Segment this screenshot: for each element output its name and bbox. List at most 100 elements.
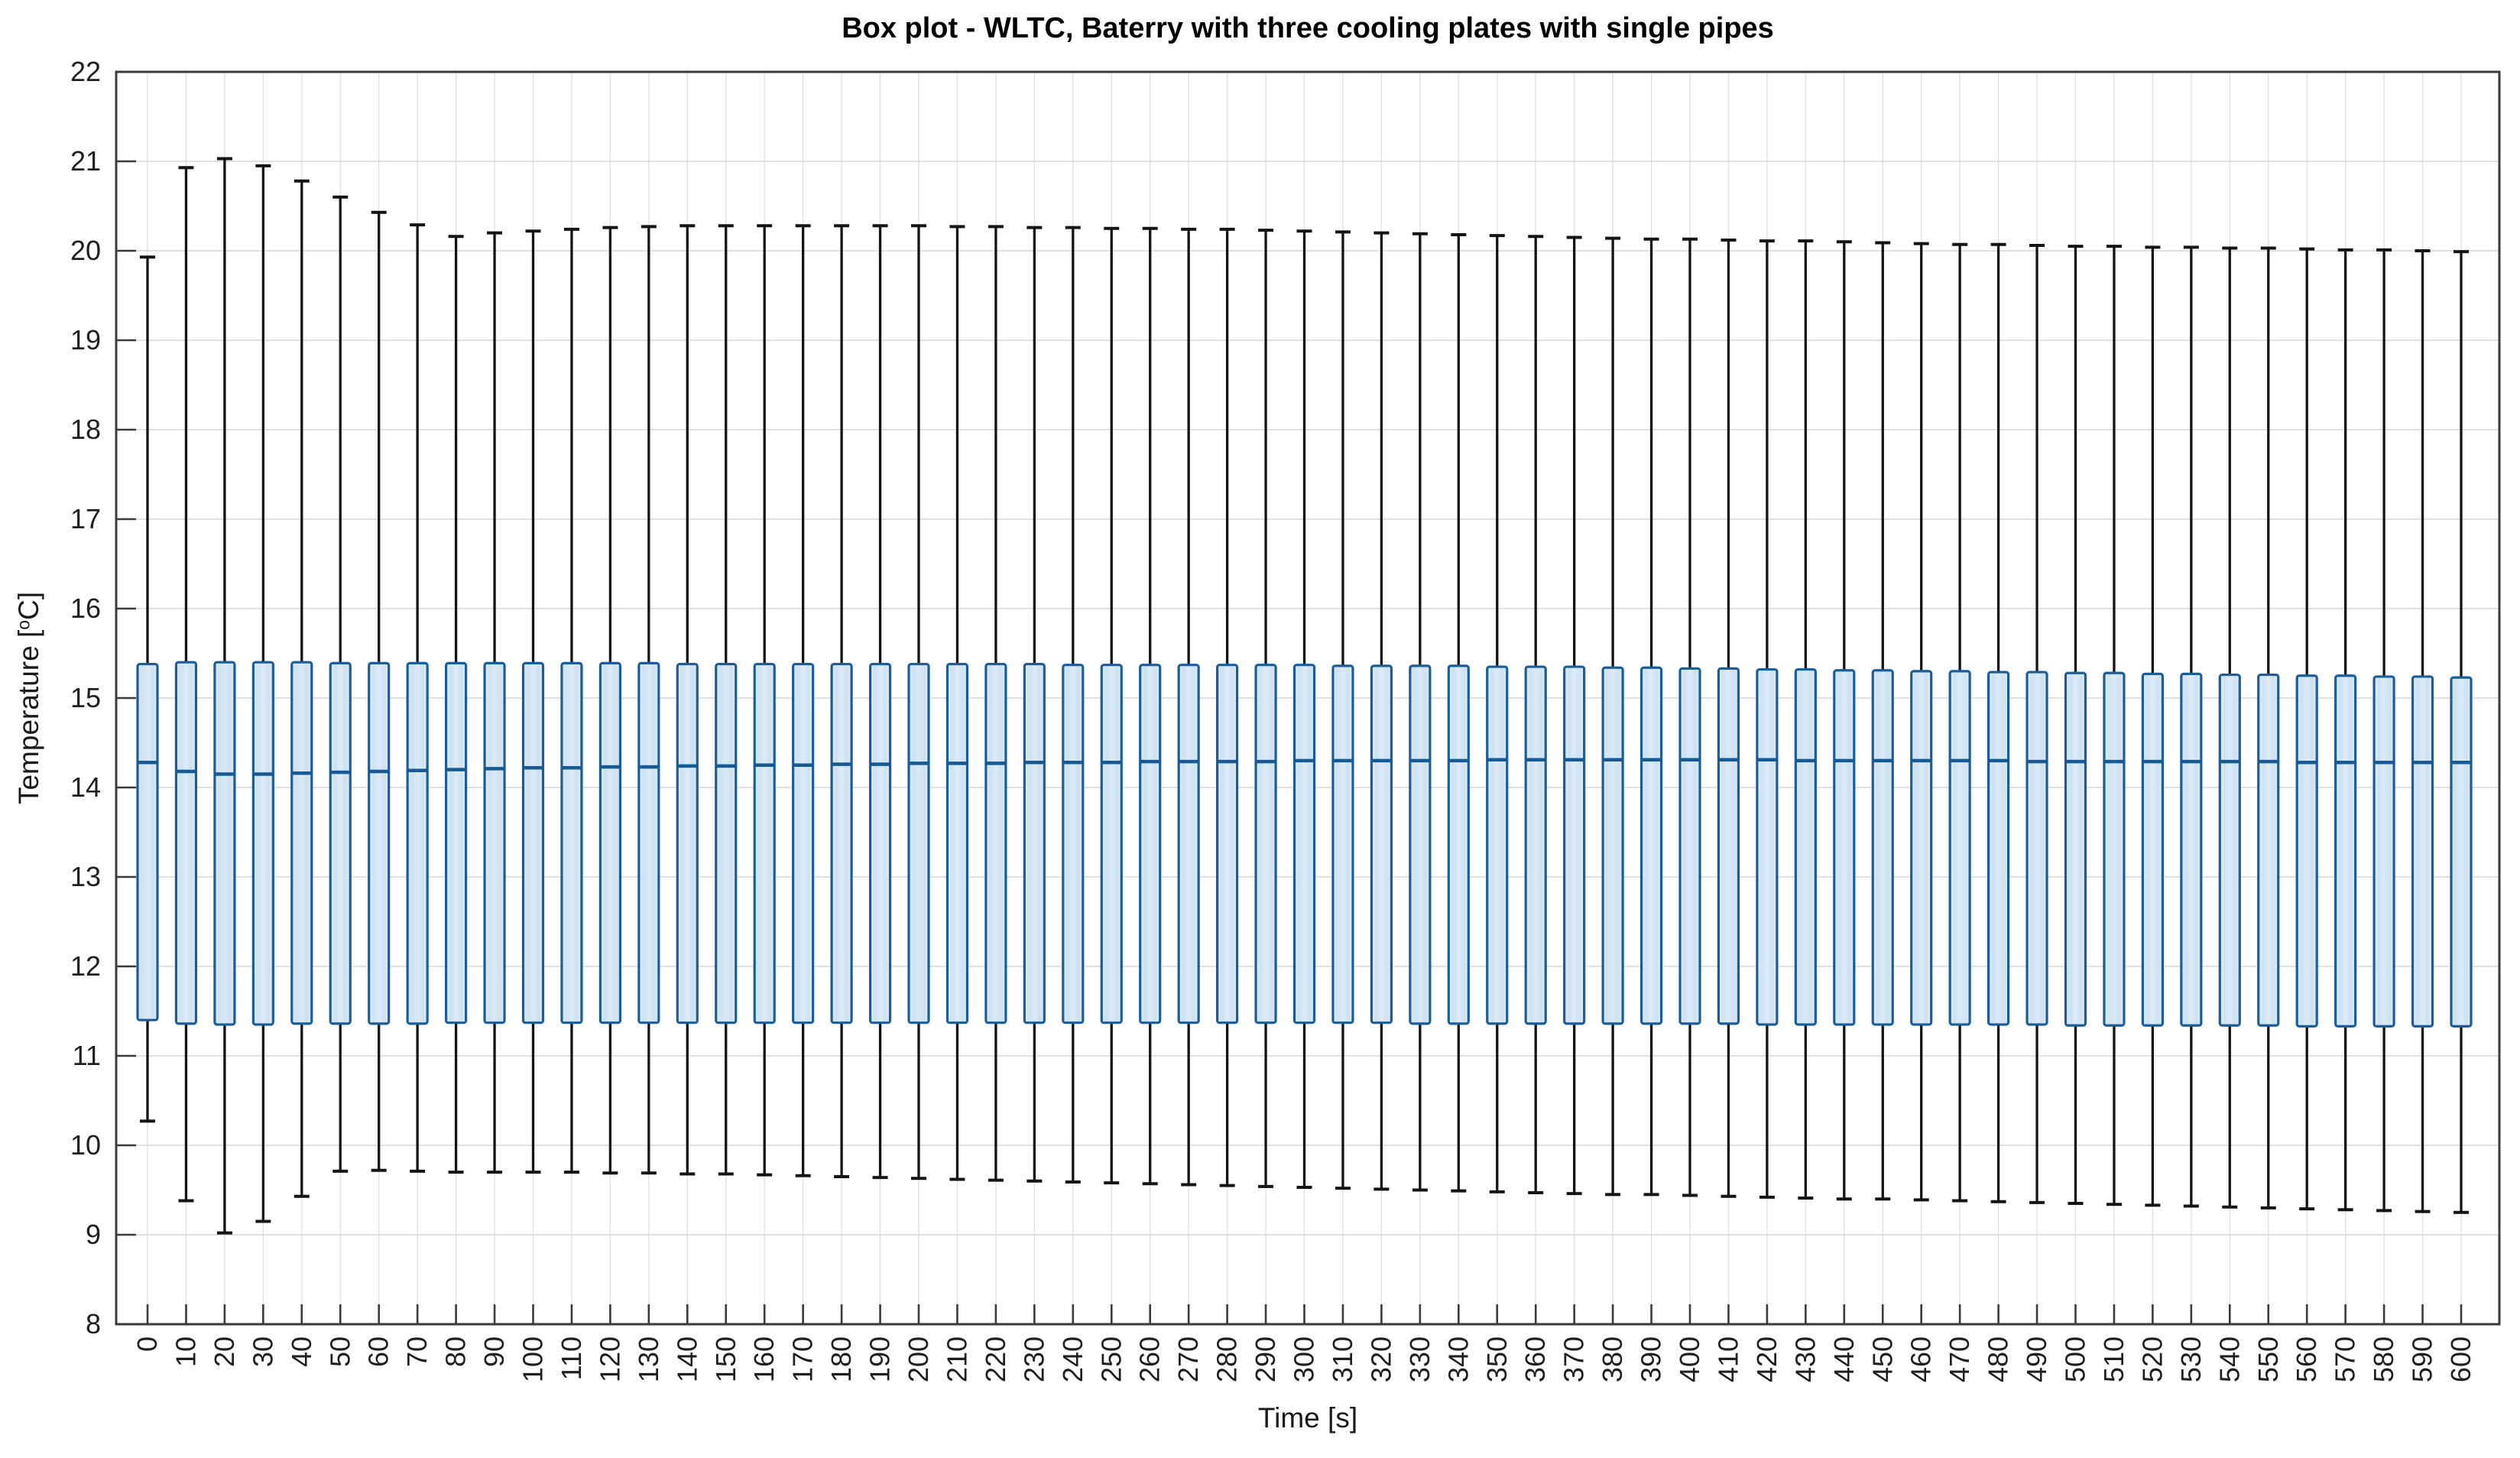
x-tick-label: 600 <box>2445 1336 2476 1382</box>
box <box>2257 673 2280 1027</box>
box <box>1948 670 1971 1026</box>
box <box>1563 665 1586 1025</box>
box <box>1601 666 1624 1025</box>
box <box>1370 664 1393 1024</box>
x-tick-label: 580 <box>2368 1336 2399 1382</box>
box <box>2103 671 2126 1027</box>
box <box>907 662 930 1024</box>
box <box>1794 667 1817 1026</box>
box <box>1486 665 1509 1025</box>
x-tick-label: 460 <box>1905 1336 1937 1382</box>
box <box>1139 664 1162 1024</box>
x-tick-label: 480 <box>1983 1336 2014 1382</box>
chart-title: Box plot - WLTC, Baterry with three cool… <box>842 12 1774 44</box>
x-tick-label: 530 <box>2175 1336 2207 1382</box>
box <box>1871 669 1894 1026</box>
box <box>1215 664 1239 1024</box>
box <box>2064 671 2087 1027</box>
box <box>1524 665 1547 1025</box>
x-tick-label: 470 <box>1944 1336 1975 1382</box>
box <box>1177 664 1200 1024</box>
box <box>1678 667 1701 1025</box>
y-tick-label: 16 <box>70 593 101 624</box>
box <box>2372 675 2395 1028</box>
box <box>1987 671 2010 1026</box>
box <box>329 661 352 1025</box>
x-tick-label: 220 <box>980 1336 1011 1382</box>
x-tick-label: 160 <box>748 1336 780 1382</box>
x-tick-label: 330 <box>1404 1336 1435 1382</box>
x-tick-label: 550 <box>2252 1336 2284 1382</box>
x-tick-label: 200 <box>903 1336 934 1382</box>
x-tick-label: 80 <box>440 1336 472 1367</box>
box <box>1756 667 1779 1026</box>
y-tick-label: 8 <box>86 1308 101 1339</box>
y-tick-label: 17 <box>70 503 101 534</box>
x-tick-label: 410 <box>1712 1336 1743 1382</box>
x-tick-label: 230 <box>1018 1336 1049 1382</box>
box <box>2450 676 2473 1028</box>
x-tick-label: 170 <box>787 1336 819 1382</box>
box <box>868 662 892 1024</box>
box <box>1910 670 1933 1026</box>
x-tick-label: 290 <box>1250 1336 1281 1382</box>
plot-border <box>115 70 2501 1326</box>
box <box>251 661 274 1026</box>
x-tick-label: 350 <box>1481 1336 1513 1382</box>
x-tick-label: 500 <box>2060 1336 2091 1382</box>
box <box>444 661 468 1024</box>
x-tick-label: 450 <box>1866 1336 1898 1382</box>
box <box>1833 669 1856 1026</box>
x-tick-label: 240 <box>1057 1336 1088 1382</box>
x-tick-label: 60 <box>363 1336 394 1367</box>
x-tick-label: 130 <box>633 1336 664 1382</box>
y-tick-label: 9 <box>86 1219 101 1250</box>
y-tick-label: 14 <box>70 771 101 803</box>
box <box>1639 666 1663 1025</box>
x-tick-label: 260 <box>1134 1336 1166 1382</box>
box <box>2141 672 2164 1027</box>
box <box>174 661 198 1025</box>
box <box>1292 664 1316 1024</box>
box <box>1717 667 1740 1025</box>
box <box>1447 664 1470 1025</box>
box <box>2334 674 2357 1028</box>
box <box>136 662 159 1021</box>
box <box>2025 671 2048 1026</box>
x-tick-label: 590 <box>2407 1336 2438 1382</box>
box <box>1254 664 1277 1024</box>
x-tick-label: 210 <box>941 1336 972 1382</box>
box <box>753 662 776 1024</box>
box <box>1023 662 1046 1024</box>
x-tick-labels: 0 10 20 30 40 50 60 70 80 90 100 110 120 130 140 150 160… <box>131 1336 2476 1382</box>
x-tick-label: 10 <box>170 1336 201 1367</box>
x-tick-label: 270 <box>1172 1336 1204 1382</box>
x-tick-label: 360 <box>1519 1336 1551 1382</box>
x-tick-label: 420 <box>1751 1336 1782 1382</box>
y-tick-label: 22 <box>70 56 101 87</box>
x-tick-label: 380 <box>1597 1336 1628 1382</box>
x-tick-label: 340 <box>1442 1336 1474 1382</box>
x-tick-label: 300 <box>1289 1336 1320 1382</box>
box <box>2180 672 2203 1027</box>
y-tick-label: 13 <box>70 861 101 892</box>
y-tick-label: 20 <box>70 235 101 266</box>
x-tick-label: 40 <box>286 1336 317 1367</box>
x-tick-label: 280 <box>1211 1336 1243 1382</box>
x-tick-label: 180 <box>825 1336 857 1382</box>
x-tick-label: 110 <box>556 1336 587 1380</box>
box <box>290 661 313 1025</box>
box <box>521 661 545 1024</box>
axis-ticks <box>116 70 2463 1326</box>
box <box>1062 664 1085 1024</box>
x-tick-label: 140 <box>671 1336 702 1382</box>
x-tick-label: 320 <box>1365 1336 1396 1382</box>
x-tick-label: 560 <box>2291 1336 2322 1382</box>
box <box>830 662 853 1024</box>
x-tick-label: 120 <box>594 1336 625 1382</box>
x-tick-label: 430 <box>1789 1336 1821 1382</box>
x-axis-label: Time [s] <box>1257 1402 1358 1434</box>
x-tick-label: 370 <box>1558 1336 1590 1382</box>
box <box>368 661 391 1025</box>
x-tick-label: 540 <box>2214 1336 2245 1382</box>
